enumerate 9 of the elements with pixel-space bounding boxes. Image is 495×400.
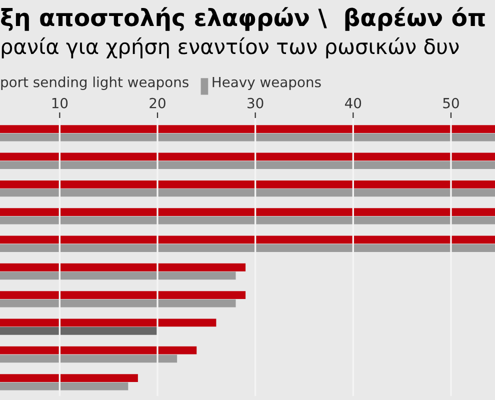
text: port sending light weapons <box>1 76 188 90</box>
x-tick-label: 40 <box>344 98 362 108</box>
x-tick-label: 20 <box>150 98 166 108</box>
chart-title: ξη αποστολής ελαφρών \ βαρέων όπ <box>1 7 485 31</box>
legend-label: Heavy weapons <box>212 76 321 90</box>
x-tick-label: 30 <box>248 98 264 108</box>
chart-subtitle: ρανία για χρήση εναντίον των ρωσικών δυν <box>2 37 459 58</box>
x-tick-label: 50 <box>443 98 459 108</box>
x-tick-label: 10 <box>52 98 68 108</box>
